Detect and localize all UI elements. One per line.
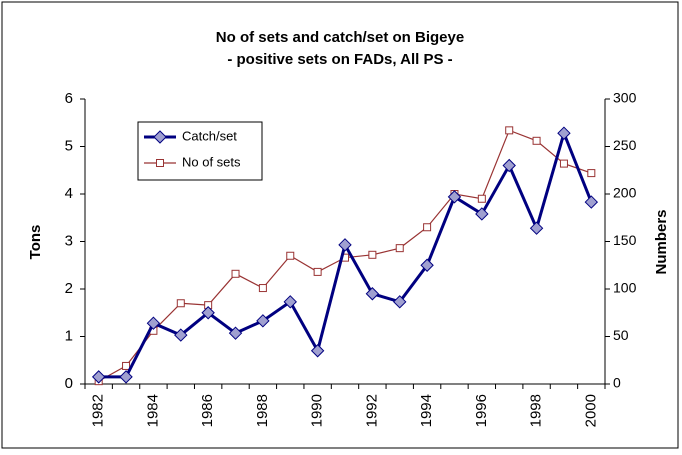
x-tick-label: 1988 bbox=[254, 394, 271, 427]
data-point bbox=[338, 238, 352, 252]
legend-marker bbox=[156, 159, 164, 167]
y2-tick-label: 250 bbox=[613, 137, 637, 153]
chart-subtitle: - positive sets on FADs, All PS - bbox=[227, 51, 452, 68]
data-point bbox=[176, 299, 185, 308]
x-tick-label: 2000 bbox=[582, 394, 599, 427]
data-point bbox=[146, 316, 161, 330]
y2-tick-label: 150 bbox=[613, 232, 637, 248]
y2-tick-label: 200 bbox=[613, 185, 637, 201]
data-point bbox=[393, 295, 407, 309]
y2-tick-label: 100 bbox=[613, 280, 637, 296]
data-point bbox=[201, 306, 215, 320]
y-tick-label: 4 bbox=[65, 185, 73, 202]
data-point bbox=[310, 344, 325, 358]
x-tick-label: 1996 bbox=[473, 394, 490, 427]
y2-tick-label: 0 bbox=[613, 375, 621, 391]
y-tick-label: 6 bbox=[65, 90, 73, 107]
data-point bbox=[313, 267, 322, 276]
data-point bbox=[231, 269, 240, 278]
data-point bbox=[447, 190, 462, 204]
x-tick-label: 1998 bbox=[528, 394, 545, 427]
x-tick-label: 1982 bbox=[90, 394, 107, 427]
data-point bbox=[174, 328, 188, 342]
data-point bbox=[423, 223, 432, 232]
data-point bbox=[122, 361, 131, 370]
legend-label: Catch/set bbox=[182, 128, 237, 143]
data-point bbox=[258, 284, 267, 293]
x-tick-label: 1990 bbox=[309, 394, 326, 427]
data-point bbox=[286, 251, 295, 260]
data-point bbox=[584, 195, 599, 209]
x-tick-label: 1984 bbox=[144, 394, 161, 427]
x-tick-label: 1986 bbox=[199, 394, 216, 427]
data-point bbox=[91, 370, 106, 384]
data-point bbox=[119, 370, 133, 384]
x-tick-label: 1992 bbox=[363, 394, 380, 427]
data-point bbox=[529, 221, 544, 235]
data-point bbox=[256, 314, 270, 328]
data-point bbox=[365, 287, 380, 301]
data-point bbox=[505, 126, 514, 135]
data-point bbox=[368, 250, 377, 259]
data-point bbox=[420, 258, 434, 272]
data-point bbox=[395, 244, 404, 253]
data-point bbox=[532, 136, 541, 145]
data-point bbox=[559, 159, 568, 168]
y2-tick-label: 300 bbox=[613, 90, 637, 106]
legend-marker bbox=[153, 130, 167, 144]
legend-label: No of sets bbox=[182, 154, 241, 169]
y-tick-label: 0 bbox=[65, 375, 73, 392]
data-point bbox=[502, 158, 516, 173]
chart-title: No of sets and catch/set on Bigeye bbox=[216, 29, 464, 46]
y-tick-label: 5 bbox=[65, 137, 73, 154]
y-axis-label: Tons bbox=[27, 225, 44, 260]
y-tick-label: 2 bbox=[65, 280, 73, 297]
chart-border bbox=[1, 1, 679, 449]
x-tick-label: 1994 bbox=[418, 394, 435, 427]
data-point bbox=[475, 207, 489, 221]
data-point bbox=[587, 169, 596, 178]
y2-axis-label: Numbers bbox=[653, 209, 670, 274]
y2-tick-label: 50 bbox=[613, 327, 629, 343]
data-point bbox=[283, 295, 297, 309]
y-tick-label: 1 bbox=[65, 327, 73, 344]
data-point bbox=[557, 126, 571, 140]
data-point bbox=[228, 326, 243, 340]
data-point bbox=[477, 194, 486, 203]
y-tick-label: 3 bbox=[65, 232, 73, 249]
